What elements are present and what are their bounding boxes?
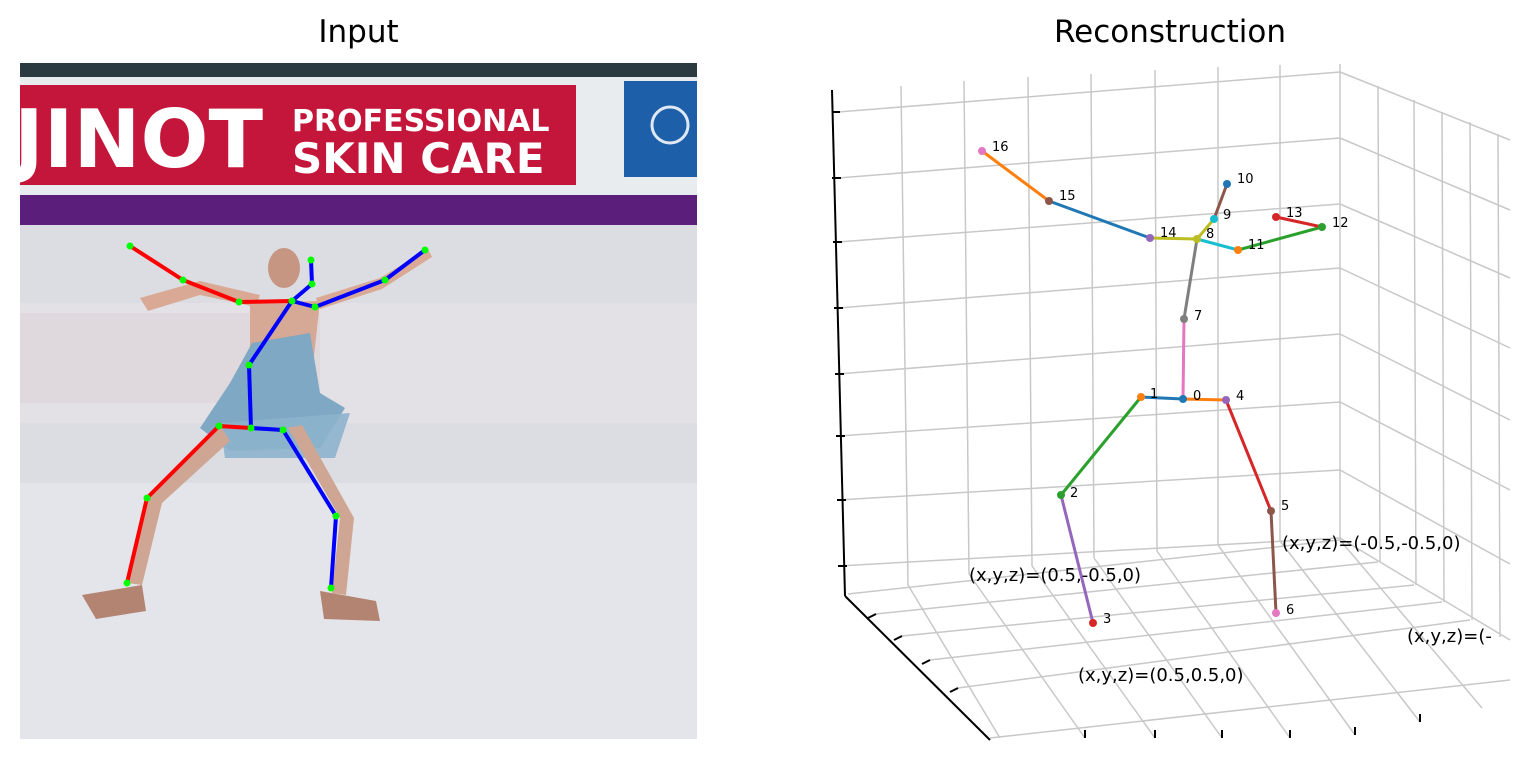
joint-label-5: 5 bbox=[1281, 499, 1289, 514]
joint-label-10: 10 bbox=[1237, 172, 1254, 187]
joint-label-15: 15 bbox=[1059, 189, 1076, 204]
joint-label-0: 0 bbox=[1193, 389, 1201, 404]
joint-label-3: 3 bbox=[1103, 612, 1111, 627]
joint-label-7: 7 bbox=[1194, 309, 1202, 324]
joint-label-8: 8 bbox=[1206, 227, 1214, 242]
joint-label-4: 4 bbox=[1236, 389, 1244, 404]
joint-label-11: 11 bbox=[1248, 238, 1265, 253]
joint-label-14: 14 bbox=[1160, 226, 1177, 241]
annotation-a4: (x,y,z)=(- bbox=[1407, 626, 1492, 647]
annotation-a2: (x,y,z)=(-0.5,-0.5,0) bbox=[1282, 533, 1461, 554]
joint-label-6: 6 bbox=[1286, 603, 1294, 618]
corner-annotations: (x,y,z)=(0.5,-0.5,0) (x,y,z)=(-0.5,-0.5,… bbox=[969, 533, 1492, 686]
joint-label-16: 16 bbox=[992, 140, 1009, 155]
joint-label-9: 9 bbox=[1223, 208, 1231, 223]
joint-label-2: 2 bbox=[1070, 486, 1078, 501]
joint-label-1: 1 bbox=[1150, 387, 1158, 402]
annotation-a1: (x,y,z)=(0.5,-0.5,0) bbox=[969, 565, 1141, 586]
joint-label-12: 12 bbox=[1332, 216, 1349, 231]
joint-label-13: 13 bbox=[1286, 206, 1303, 221]
annotation-a3: (x,y,z)=(0.5,0.5,0) bbox=[1078, 665, 1244, 686]
